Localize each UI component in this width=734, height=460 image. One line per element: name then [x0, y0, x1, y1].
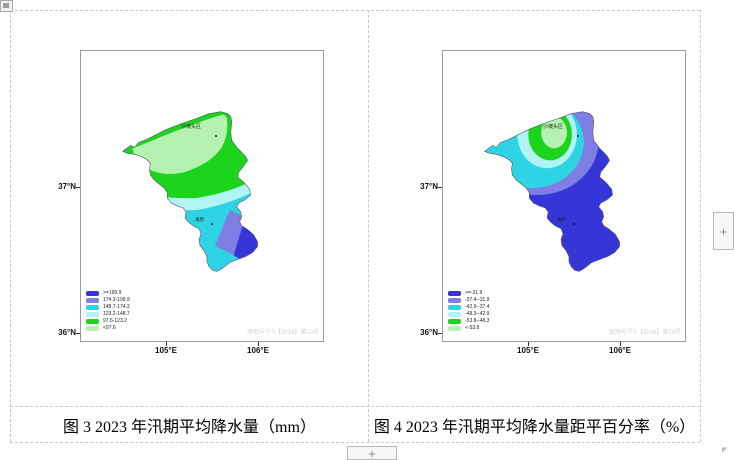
legend-row: -42.9--37.4	[448, 305, 489, 310]
table-gridline-middle	[368, 10, 369, 442]
legend-row: <97.6	[86, 326, 130, 331]
plus-icon: +	[368, 445, 376, 460]
watermark-text: 审图号宁S【2016】第10号	[246, 330, 319, 336]
x-tick-label-105e: 105°E	[517, 346, 539, 355]
legend-label: >=-31.9	[465, 290, 483, 296]
legend-label: 123.2-148.7	[103, 311, 130, 317]
legend-row: >=199.9	[86, 291, 130, 296]
legend-label: -42.9--37.4	[465, 304, 490, 310]
x-tick-mark	[528, 342, 529, 346]
figure-4-map[interactable]: 沙坡头区 海原 >=-31.9 -37.4--31.9 -42.9--37.4 …	[442, 50, 686, 342]
figure-3-map[interactable]: 沙坡头区 海原 >=199.9 174.3-199.9 148.7-174.3 …	[80, 50, 324, 342]
legend-swatch	[448, 319, 461, 324]
legend-row: -37.4--31.9	[448, 298, 489, 303]
legend-swatch	[86, 319, 99, 324]
legend-swatch	[86, 305, 99, 310]
legend-row: <-53.8	[448, 326, 489, 331]
city-marker-dot	[215, 135, 217, 137]
legend: >=199.9 174.3-199.9 148.7-174.3 123.2-14…	[86, 291, 130, 331]
plus-icon: +	[719, 223, 728, 239]
table-select-handle-glyph	[3, 3, 9, 8]
table-gridline-caption-divider	[10, 406, 700, 407]
city-label: 沙坡头区	[181, 124, 202, 130]
legend-swatch	[448, 305, 461, 310]
x-tick-label-105e: 105°E	[155, 346, 177, 355]
legend-label: 148.7-174.3	[103, 304, 130, 310]
table-gridline-left	[10, 10, 11, 442]
legend-row: 123.2-148.7	[86, 312, 130, 317]
legend-label: -37.4--31.9	[465, 297, 490, 303]
legend-swatch	[86, 326, 99, 331]
legend-swatch	[448, 326, 461, 331]
legend-label: <97.6	[103, 325, 116, 331]
legend-label: <-53.8	[465, 325, 480, 331]
caption-figure-3[interactable]: 图 3 2023 年汛期平均降水量（mm）	[63, 418, 316, 436]
x-tick-mark	[166, 342, 167, 346]
caption-figure-4[interactable]: 图 4 2023 年汛期平均降水量距平百分率（%）	[373, 418, 696, 436]
legend-swatch	[448, 312, 461, 317]
legend-swatch	[448, 291, 461, 296]
precipitation-map-svg	[122, 111, 258, 272]
y-tick-mark	[438, 187, 442, 188]
insert-column-button[interactable]: +	[713, 212, 734, 250]
legend-label: 97.6-123.2	[103, 318, 127, 324]
y-tick-mark	[76, 333, 80, 334]
y-tick-label-36n: 36°N	[420, 328, 438, 337]
city-label: 沙坡头区	[543, 124, 564, 130]
south-city-marker-dot	[573, 223, 575, 225]
legend-label: 174.3-199.9	[103, 297, 130, 303]
legend-row: 174.3-199.9	[86, 298, 130, 303]
x-tick-mark	[620, 342, 621, 346]
x-tick-label-106e: 106°E	[247, 346, 269, 355]
south-city-marker-dot	[211, 223, 213, 225]
table-gridline-top	[10, 10, 700, 11]
legend-label: -53.8--48.3	[465, 318, 490, 324]
y-tick-label-36n: 36°N	[58, 328, 76, 337]
table-resize-handle-icon[interactable]: ◤	[722, 447, 728, 454]
table-gridline-right	[700, 10, 701, 442]
city-marker-dot	[577, 135, 579, 137]
table-select-handle-icon[interactable]	[0, 0, 13, 12]
legend-swatch	[448, 298, 461, 303]
watermark-text: 审图号宁S【2016】第10号	[608, 330, 681, 336]
anomaly-map-svg	[484, 111, 620, 272]
y-tick-label-37n: 37°N	[58, 182, 76, 191]
y-tick-mark	[438, 333, 442, 334]
legend-row: >=-31.9	[448, 291, 489, 296]
south-city-label: 海原	[557, 217, 566, 222]
legend-row: 148.7-174.3	[86, 305, 130, 310]
x-tick-mark	[258, 342, 259, 346]
legend-row: -53.8--48.3	[448, 319, 489, 324]
region-outline	[484, 111, 620, 272]
legend-row: -48.3--42.9	[448, 312, 489, 317]
legend-label: -48.3--42.9	[465, 311, 490, 317]
legend-label: >=199.9	[103, 290, 122, 296]
y-tick-mark	[76, 187, 80, 188]
legend-swatch	[86, 291, 99, 296]
south-city-label: 海原	[195, 217, 204, 222]
y-tick-label-37n: 37°N	[420, 182, 438, 191]
legend: >=-31.9 -37.4--31.9 -42.9--37.4 -48.3--4…	[448, 291, 489, 331]
table-gridline-bottom	[10, 442, 700, 443]
x-tick-label-106e: 106°E	[609, 346, 631, 355]
region-outline	[122, 111, 258, 272]
legend-swatch	[86, 298, 99, 303]
insert-row-button[interactable]: +	[347, 446, 397, 460]
legend-row: 97.6-123.2	[86, 319, 130, 324]
legend-swatch	[86, 312, 99, 317]
